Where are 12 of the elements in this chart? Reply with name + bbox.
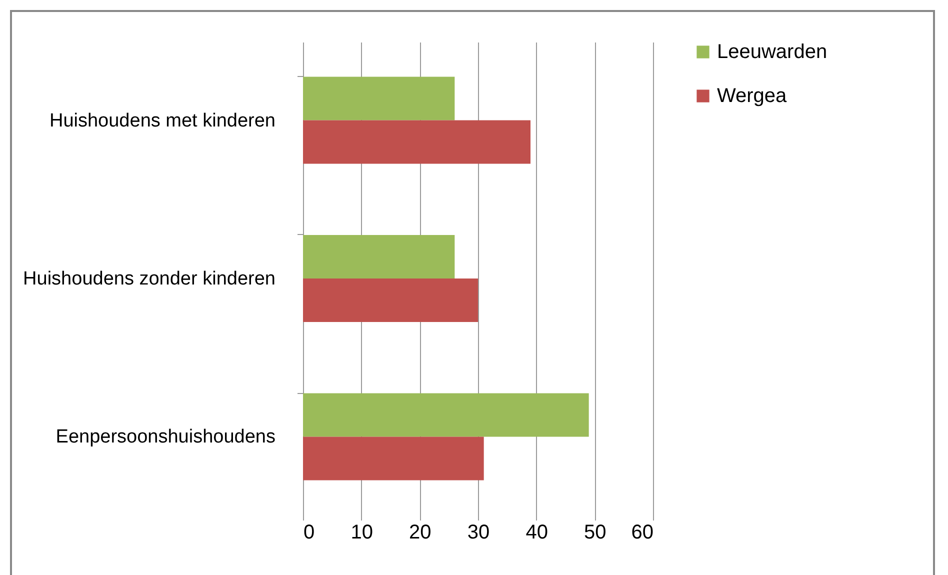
x-tick-label: 50	[584, 522, 606, 544]
x-tick-label: 0	[304, 522, 315, 544]
legend-label: Leeuwarden	[717, 41, 828, 63]
x-tick-label: 30	[467, 522, 490, 544]
y-tick-label: Huishoudens met kinderen	[49, 110, 276, 132]
x-tick-label: 60	[631, 522, 654, 544]
x-tick-label: 40	[526, 522, 548, 544]
y-tick-label: Eenpersoonshuishoudens	[56, 426, 276, 448]
x-tick-label: 10	[350, 522, 373, 544]
legend-label: Wergea	[717, 85, 788, 107]
y-tick-label: Huishoudens zonder kinderen	[23, 268, 276, 290]
x-tick-label: 20	[409, 522, 432, 544]
